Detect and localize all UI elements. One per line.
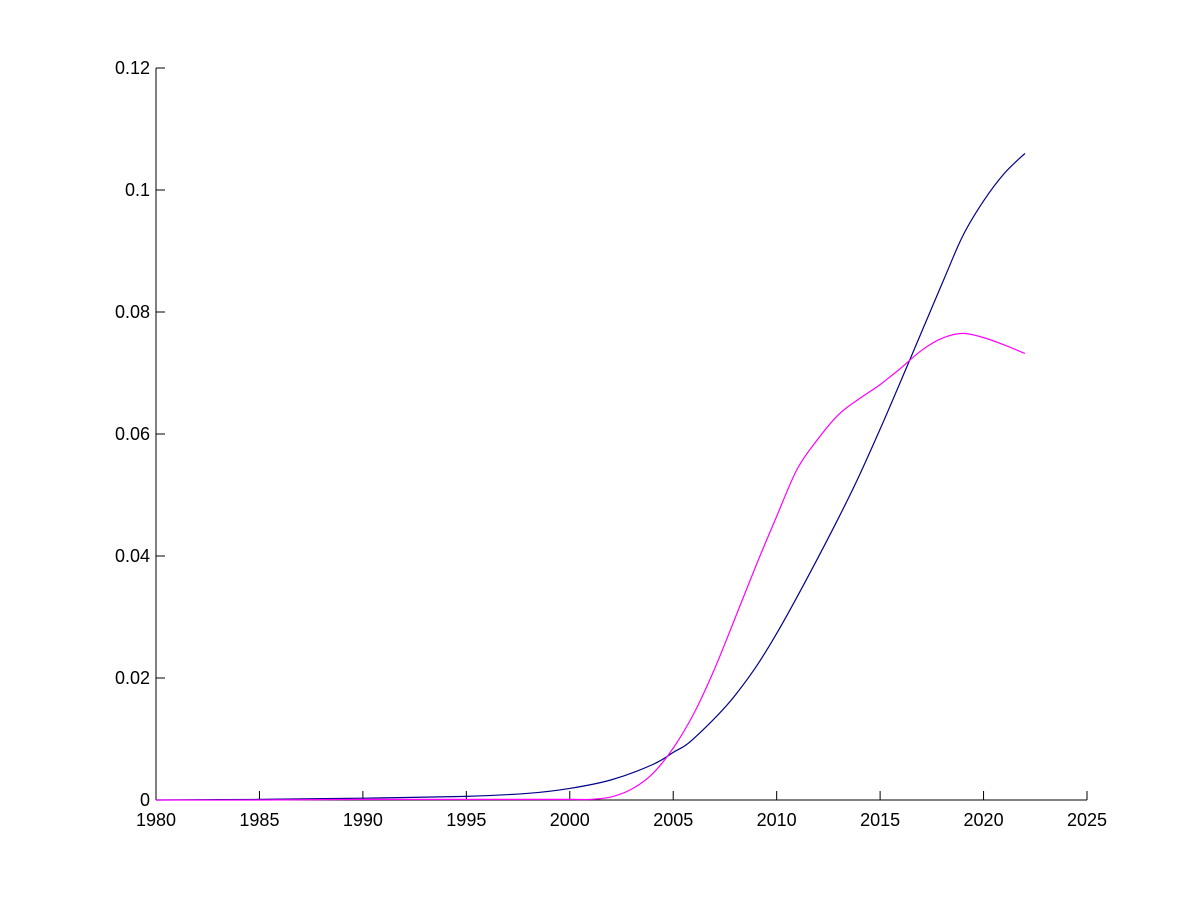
x-tick-label: 1990 bbox=[343, 810, 383, 830]
series-line-1 bbox=[155, 152, 1026, 801]
x-tick-label: 2005 bbox=[653, 810, 693, 830]
series-line-2 bbox=[155, 332, 1026, 801]
x-tick-label: 2020 bbox=[964, 810, 1004, 830]
x-tick-label: 2015 bbox=[860, 810, 900, 830]
y-tick-label: 0.04 bbox=[115, 546, 150, 566]
x-tick-label: 2025 bbox=[1067, 810, 1107, 830]
x-tick-label: 1995 bbox=[446, 810, 486, 830]
x-tick-label: 2010 bbox=[757, 810, 797, 830]
y-ticks: 0 0.02 0.04 0.06 0.08 0.1 0.12 bbox=[115, 58, 165, 810]
y-tick-label: 0.02 bbox=[115, 668, 150, 688]
y-tick-label: 0.08 bbox=[115, 302, 150, 322]
axes bbox=[155, 68, 1087, 801]
x-tick-label: 1985 bbox=[239, 810, 279, 830]
x-tick-label: 2000 bbox=[550, 810, 590, 830]
y-tick-label: 0.12 bbox=[115, 58, 150, 78]
y-tick-label: 0 bbox=[140, 790, 150, 810]
x-ticks: 1980 1985 1990 1995 2000 2005 2010 2015 2020 2025 bbox=[136, 791, 1107, 830]
y-tick-label: 0.1 bbox=[125, 180, 150, 200]
x-tick-label: 1980 bbox=[136, 810, 176, 830]
series bbox=[155, 152, 1026, 801]
y-tick-label: 0.06 bbox=[115, 424, 150, 444]
